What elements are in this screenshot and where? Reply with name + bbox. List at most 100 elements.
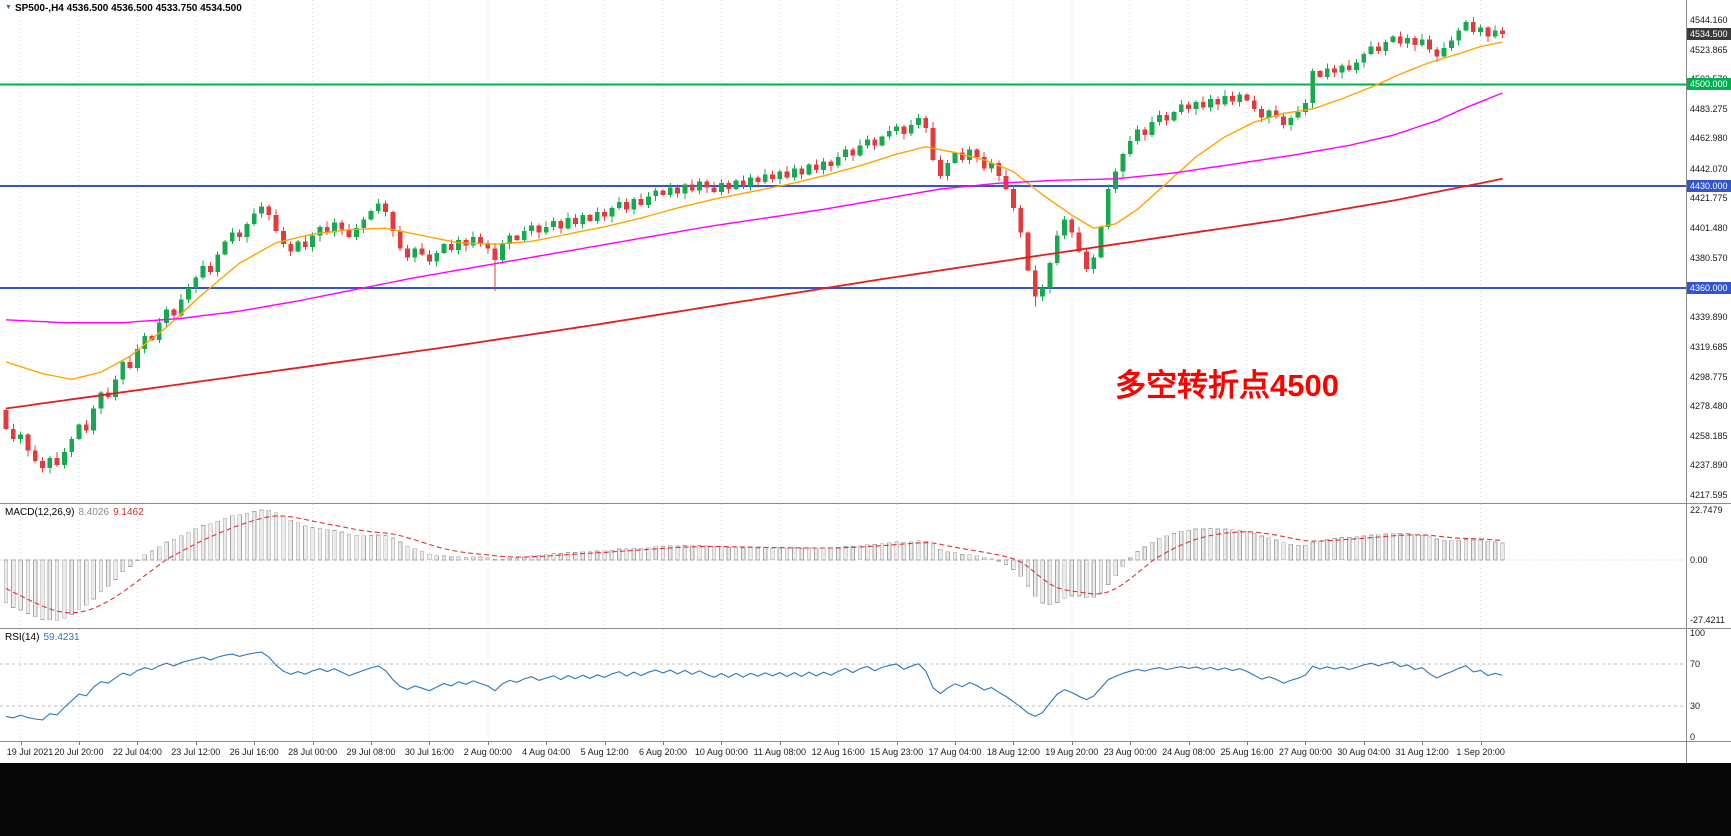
candle [302,236,308,250]
candles-layer [3,17,1505,474]
candle [1186,101,1191,114]
time-label: 1 Sep 20:00 [1456,747,1505,757]
time-tick [1071,742,1073,745]
candle [1120,152,1126,178]
candle [463,238,469,252]
candle [361,216,367,233]
candle [1193,100,1199,115]
price-axis[interactable]: 4544.1604523.8654503.5704483.2754462.980… [1687,0,1731,763]
ma-mid-magenta [5,92,1503,324]
rsi-header: RSI(14) 59.4231 [5,632,84,643]
candle [930,122,936,162]
price-label: 4462.980 [1690,133,1728,144]
axis-separator [1686,0,1687,763]
time-label: 29 Jul 08:00 [346,747,396,757]
candle [295,240,301,253]
time-tick [195,742,197,745]
candle [1324,63,1330,80]
price-label: 4523.865 [1690,44,1728,55]
panel-separator[interactable] [0,628,1731,629]
candle [587,214,593,223]
candle [908,119,914,136]
time-tick [137,742,139,745]
candle [711,181,717,194]
time-tick [1188,742,1190,745]
candle [215,251,221,277]
macd-chart[interactable] [0,504,1686,628]
candle [521,226,527,243]
time-label: 23 Aug 00:00 [1103,747,1157,757]
candle [1062,215,1067,240]
time-tick [779,742,781,745]
candle [229,227,235,244]
candle [1251,95,1257,112]
candle [1434,47,1440,62]
candle [127,356,133,370]
text-annotation[interactable]: 多空转折点4500 [1115,368,1339,403]
candle [784,165,790,179]
rsi-chart[interactable] [0,629,1686,741]
candle [609,206,615,223]
candle [427,250,432,265]
candle [799,165,805,180]
panel-separator[interactable] [0,741,1731,742]
time-tick [721,742,723,745]
candle [1215,96,1221,110]
time-label: 19 Aug 20:00 [1045,747,1099,757]
grid-lines [20,0,1482,503]
candle [514,234,520,241]
time-label: 15 Aug 23:00 [870,747,924,757]
candle [675,184,680,198]
candle [857,139,863,158]
time-tick [663,742,664,745]
candle [434,250,440,267]
price-label: 4421.775 [1690,193,1728,203]
candle [1405,34,1410,48]
main-chart[interactable] [0,0,1686,503]
candle [76,423,82,441]
candle [1266,108,1272,124]
candle [1230,91,1235,105]
candle [54,452,60,467]
candle [1463,20,1469,32]
bottom-bar [0,763,1731,836]
time-tick [1480,742,1482,745]
panel-separator[interactable] [0,503,1731,504]
candle [543,221,549,235]
candle [193,275,199,294]
time-tick [604,742,606,745]
candle [1303,99,1308,116]
time-tick [1305,742,1307,745]
candle [186,284,191,304]
rsi-axis-label: 30 [1690,700,1701,711]
candle [383,200,388,217]
candle [1142,127,1148,141]
chart-symbol-icon: ▼ [5,4,12,11]
candle [916,114,921,129]
candle [755,175,761,188]
candle [923,115,929,134]
candle [266,204,272,221]
candle [419,242,425,257]
macd-axis-label: 22.7479 [1690,505,1723,516]
time-label: 26 Jul 16:00 [229,747,279,757]
candle [777,169,783,184]
time-tick [1247,742,1248,745]
time-label: 5 Aug 12:00 [580,747,629,757]
candle [835,151,841,168]
time-label: 31 Aug 12:00 [1395,747,1449,757]
candle [1149,116,1155,137]
time-tick [1422,742,1424,745]
time-label: 18 Aug 12:00 [986,747,1040,757]
macd-signal-line [5,515,1503,614]
candle [770,170,775,183]
price-label: 4237.890 [1690,460,1728,471]
candle [631,197,637,215]
candle [1332,65,1337,77]
time-axis[interactable]: 19 Jul 2021 20 Jul 20:00 22 Jul 04:00 23 Ju… [0,742,1731,763]
time-label: 4 Aug 04:00 [522,747,571,757]
candle [339,220,345,235]
price-label: 4319.685 [1690,341,1728,352]
candle [1361,51,1367,68]
rsi-axis-label: 100 [1690,628,1706,638]
